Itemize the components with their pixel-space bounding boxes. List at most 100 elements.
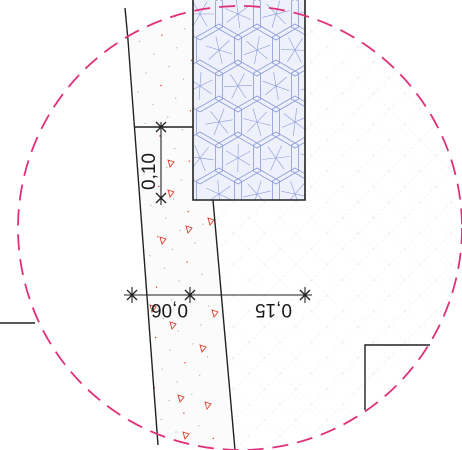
insulation-cell: [291, 136, 305, 180]
aggregate-dot: [172, 198, 175, 200]
aggregate-mark: [182, 431, 190, 440]
insulation-stroke: [225, 150, 251, 166]
insulation-cell: [234, 167, 280, 200]
aggregate-dot: [183, 412, 185, 414]
aggregate-dot: [175, 97, 177, 99]
insulation-stroke: [205, 119, 233, 125]
insulation-stroke: [206, 187, 232, 200]
aggregate-dot: [153, 53, 155, 55]
aggregate-dot: [190, 59, 193, 62]
aggregate-dot: [151, 154, 153, 156]
aggregate-mark: [167, 189, 175, 198]
aggregate-dot: [176, 381, 178, 383]
aggregate-dot: [185, 311, 187, 314]
inner-wall-line: [212, 199, 236, 450]
aggregate-dot: [138, 40, 141, 43]
outer-wall-line-top: [124, 7, 129, 41]
aggregate-dot: [161, 368, 163, 370]
aggregate-mark: [167, 159, 175, 168]
aggregate-dot: [159, 135, 161, 137]
aggregate-dot: [191, 393, 193, 395]
aggregate-mark: [149, 304, 157, 313]
aggregate-dot: [144, 122, 146, 125]
aggregate-dot: [212, 437, 214, 440]
insulation-stroke: [243, 118, 271, 126]
aggregate-dot: [169, 349, 171, 351]
insulation-stroke: [283, 113, 305, 130]
aggregate-dot: [158, 185, 160, 188]
aggregate-dot: [182, 78, 185, 81]
aggregate-dot: [189, 110, 192, 112]
insulation-stroke: [267, 146, 285, 170]
cross-tick-icon: [155, 121, 167, 133]
aggregate-dot: [131, 9, 134, 11]
cross-tick-icon: [184, 289, 196, 301]
insulation-cell: [253, 59, 299, 113]
aggregate-mark: [159, 236, 167, 245]
aggregate-dot: [194, 242, 196, 244]
cross-tick-icon: [299, 289, 311, 301]
outer-wall-line: [127, 39, 159, 446]
aggregate-mark: [204, 401, 212, 410]
aggregate-dot: [188, 160, 190, 162]
insulation-cell: [272, 23, 305, 77]
insulation-cell: [291, 64, 305, 108]
right-corner-line: [364, 344, 430, 410]
insulation-cell: [253, 0, 299, 41]
insulation-cell: [272, 167, 305, 200]
aggregate-dot: [181, 129, 184, 131]
aggregate-dot: [160, 84, 162, 87]
insulation-stroke: [208, 40, 230, 60]
aggregate-dot: [146, 21, 148, 24]
aggregate-mark: [211, 309, 219, 318]
insulation-cell: [196, 23, 242, 77]
aggregate-dot: [168, 66, 170, 68]
insulation-stroke: [243, 44, 271, 56]
insulation-stroke: [290, 180, 298, 200]
aggregate-dot: [166, 166, 168, 169]
aggregate-dot: [160, 418, 162, 421]
insulation-cell: [196, 95, 242, 149]
aggregate-mark: [185, 225, 193, 234]
dimension-ticks: [126, 121, 311, 301]
aggregate-mark: [169, 321, 177, 330]
insulation-hatch: [193, 0, 305, 200]
aggregate-dot: [177, 330, 179, 332]
aggregate-dot: [149, 255, 151, 257]
insulation-stroke: [193, 1, 208, 27]
aggregate-dot: [150, 204, 152, 206]
aggregate-dot: [167, 116, 169, 118]
insulation-stroke: [223, 85, 253, 87]
aggregate-dot: [192, 343, 194, 345]
insulation-cell: [193, 59, 223, 113]
aggregate-dot: [184, 362, 186, 364]
aggregate-dot: [202, 223, 204, 225]
insulation-cell: [193, 0, 223, 41]
insulation-stroke: [247, 183, 263, 200]
insulation-stroke: [193, 156, 214, 161]
aggregate-dot: [162, 318, 165, 320]
insulation-cell: [272, 95, 305, 149]
insulation-cell: [291, 0, 305, 36]
aggregate-dot: [184, 28, 186, 30]
aggregate-dot: [199, 374, 201, 377]
aggregate-dot: [171, 248, 174, 251]
aggregate-mark: [177, 394, 185, 403]
insulation-stroke: [262, 10, 290, 18]
insulation-cell: [234, 23, 280, 77]
aggregate-dot: [178, 280, 180, 282]
aggregate-mark: [199, 344, 207, 353]
insulation-cell: [193, 131, 223, 185]
aggregate-dot: [173, 147, 176, 150]
vertical-dimension-label: 0,10: [139, 153, 160, 190]
insulation-stroke: [262, 80, 290, 92]
insulation-cell: [215, 0, 261, 41]
insulation-cell: [196, 167, 242, 200]
insulation-stroke: [226, 5, 250, 23]
insulation-cell: [253, 131, 299, 185]
aggregate-dot: [157, 236, 159, 238]
aggregate-dot: [201, 273, 203, 276]
aggregate-dot: [155, 286, 158, 288]
aggregate-dot: [165, 14, 167, 16]
